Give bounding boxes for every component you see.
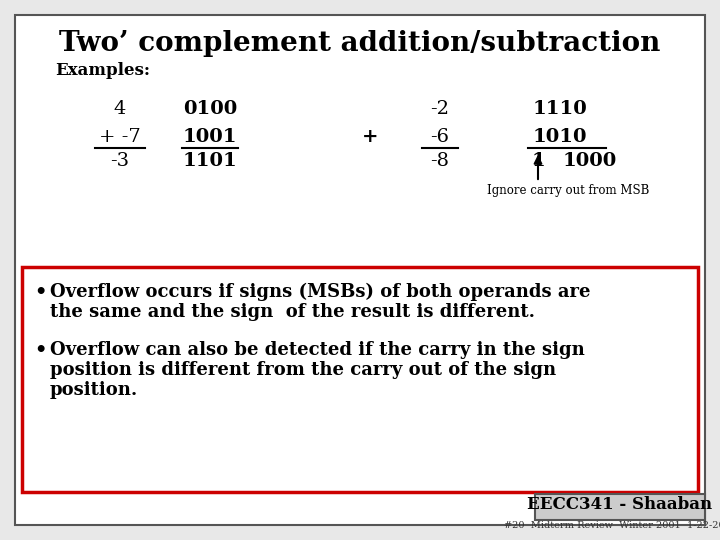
Text: -2: -2 <box>431 100 449 118</box>
Text: + -7: + -7 <box>99 128 141 146</box>
Text: Two’ complement addition/subtraction: Two’ complement addition/subtraction <box>59 30 661 57</box>
Text: -3: -3 <box>110 152 130 170</box>
Text: -8: -8 <box>431 152 449 170</box>
FancyBboxPatch shape <box>15 15 705 525</box>
Text: EECC341 - Shaaban: EECC341 - Shaaban <box>528 496 713 513</box>
Text: Overflow occurs if signs (MSBs) of both operands are: Overflow occurs if signs (MSBs) of both … <box>50 283 590 301</box>
Text: the same and the sign  of the result is different.: the same and the sign of the result is d… <box>50 303 535 321</box>
Text: •: • <box>34 283 46 301</box>
Text: 1101: 1101 <box>183 152 238 170</box>
Text: •: • <box>34 341 46 359</box>
Text: 1: 1 <box>531 152 545 170</box>
Text: 1010: 1010 <box>533 128 588 146</box>
FancyBboxPatch shape <box>22 267 698 492</box>
Text: 1110: 1110 <box>533 100 588 118</box>
Text: Overflow can also be detected if the carry in the sign: Overflow can also be detected if the car… <box>50 341 585 359</box>
Text: -6: -6 <box>431 128 449 146</box>
Text: #20  Midterm Review  Winter 2001  1-22-2002: #20 Midterm Review Winter 2001 1-22-2002 <box>503 521 720 530</box>
Text: +: + <box>361 128 378 146</box>
Text: 4: 4 <box>114 100 126 118</box>
Text: position.: position. <box>50 381 138 399</box>
Text: position is different from the carry out of the sign: position is different from the carry out… <box>50 361 556 379</box>
Text: 1000: 1000 <box>563 152 617 170</box>
Text: 0100: 0100 <box>183 100 237 118</box>
Text: Examples:: Examples: <box>55 62 150 79</box>
FancyBboxPatch shape <box>535 494 705 520</box>
Text: Ignore carry out from MSB: Ignore carry out from MSB <box>487 184 649 197</box>
Text: 1001: 1001 <box>183 128 238 146</box>
